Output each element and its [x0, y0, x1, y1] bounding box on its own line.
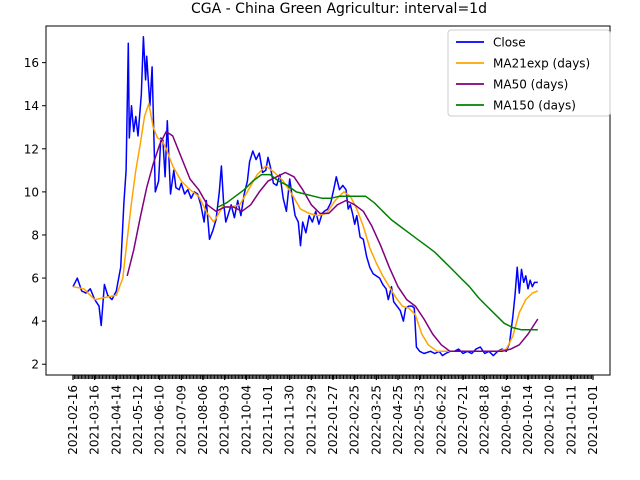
x-tick-label: 2021-08-06 — [196, 385, 210, 455]
x-tick-label: 2021-11-30 — [283, 385, 297, 455]
x-tick-label: 2021-11-01 — [261, 385, 275, 455]
legend-label: MA150 (days) — [493, 99, 576, 113]
x-tick-label: 2022-04-25 — [391, 385, 405, 455]
x-tick-label: 2022-08-18 — [478, 385, 492, 455]
plot-area — [72, 36, 539, 357]
x-tick-label: 2021-05-12 — [131, 385, 145, 455]
x-tick-label: 2021-12-29 — [304, 385, 318, 455]
x-tick-label: 2020-12-10 — [543, 385, 557, 455]
x-tick-label: 2022-02-25 — [348, 385, 362, 455]
x-tick-label: 2021-07-09 — [174, 385, 188, 455]
x-tick-label: 2021-02-16 — [66, 385, 80, 455]
series-line-ma50-days — [126, 130, 539, 353]
x-tick-label: 2022-05-23 — [413, 385, 427, 455]
x-tick-label: 2022-06-22 — [434, 385, 448, 455]
legend-label: MA21exp (days) — [493, 57, 590, 71]
x-tick-label: 2022-03-25 — [369, 385, 383, 455]
x-tick-label: 2020-09-16 — [499, 385, 513, 455]
chart-title: CGA - China Green Agricultur: interval=1… — [191, 1, 487, 17]
y-tick-label: 6 — [31, 272, 39, 286]
series-line-ma150-days — [217, 173, 538, 331]
y-tick-label: 10 — [24, 185, 39, 199]
y-tick-label: 12 — [24, 142, 39, 156]
y-tick-label: 8 — [31, 228, 39, 242]
x-tick-label: 2021-03-16 — [88, 385, 102, 455]
x-tick-label: 2021-06-10 — [153, 385, 167, 455]
x-tick-label: 2021-01-01 — [586, 385, 600, 455]
x-tick-label: 2021-10-04 — [239, 385, 253, 455]
legend: Close MA21exp (days) MA50 (days) MA150 (day… — [447, 29, 611, 117]
y-tick-label: 14 — [24, 99, 39, 113]
x-axis: 2021-02-16 2021-03-16 2021-04-14 2021-05-12… — [66, 375, 600, 455]
x-tick-label: 2021-01-11 — [564, 385, 578, 455]
legend-label: MA50 (days) — [493, 78, 568, 92]
x-tick-label: 2022-01-27 — [326, 385, 340, 455]
x-tick-label: 2022-07-21 — [456, 385, 470, 455]
legend-label: Close — [493, 36, 526, 50]
x-tick-label: 2021-04-14 — [109, 385, 123, 455]
y-tick-label: 2 — [31, 358, 39, 372]
y-tick-label: 4 — [31, 315, 39, 329]
legend-box — [447, 29, 611, 117]
x-tick-label: 2020-10-14 — [521, 385, 535, 455]
y-tick-label: 16 — [24, 56, 39, 70]
y-axis: 2 4 6 8 10 12 14 16 — [24, 56, 46, 372]
x-tick-label: 2021-09-03 — [218, 385, 232, 455]
